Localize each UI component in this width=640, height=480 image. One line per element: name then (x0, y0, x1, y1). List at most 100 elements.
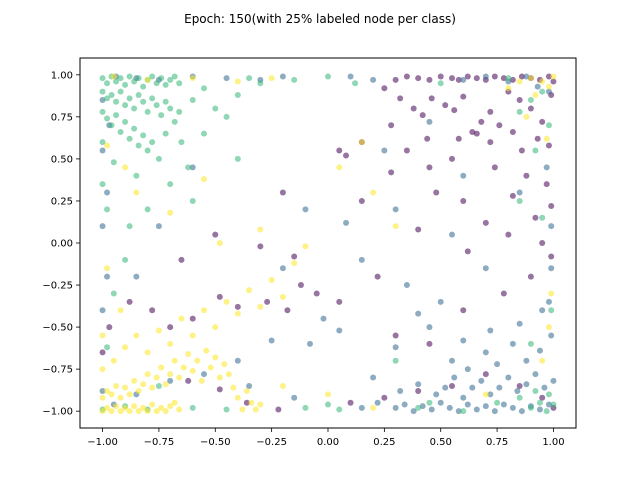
data-point-s2-94 (532, 147, 539, 154)
data-point-s2-69 (291, 76, 298, 83)
data-point-s0-21 (428, 95, 435, 102)
data-point-s0-4 (437, 73, 444, 80)
data-point-s1-87 (545, 298, 552, 305)
data-point-s0-53 (343, 152, 350, 159)
y-tick-label-2: −0.50 (42, 323, 73, 334)
data-point-s0-64 (374, 273, 381, 280)
data-point-s0-99 (358, 197, 365, 204)
data-point-s1-81 (523, 73, 530, 80)
data-point-s1-2 (410, 408, 417, 415)
data-point-s1-24 (469, 384, 476, 391)
data-point-s2-103 (392, 357, 399, 364)
data-point-s2-40 (117, 129, 124, 135)
data-point-s3-99 (539, 357, 546, 364)
data-point-s3-70 (291, 260, 298, 267)
data-point-s1-36 (482, 349, 489, 356)
data-point-s0-25 (469, 129, 476, 135)
data-point-s2-49 (162, 130, 169, 137)
data-point-s2-95 (539, 214, 546, 221)
data-point-s3-84 (144, 76, 151, 83)
data-point-s3-17 (176, 406, 183, 413)
data-point-s1-37 (494, 361, 501, 368)
data-point-s2-57 (201, 130, 207, 137)
data-point-s3-59 (167, 340, 174, 347)
data-point-s1-41 (548, 332, 555, 339)
data-point-s1-39 (523, 357, 530, 364)
data-point-s0-65 (336, 298, 343, 305)
data-point-s3-86 (234, 78, 241, 85)
data-point-s1-14 (518, 408, 525, 415)
data-point-s3-76 (201, 176, 207, 183)
data-point-s1-30 (523, 381, 530, 388)
y-tick-label-7: 0.75 (51, 112, 73, 123)
data-point-s2-74 (543, 408, 550, 415)
data-point-s2-63 (99, 181, 106, 188)
data-point-s1-42 (460, 337, 467, 344)
data-point-s2-66 (189, 197, 196, 204)
data-point-s3-100 (482, 391, 489, 398)
x-tick-label-3: −0.25 (256, 437, 287, 448)
data-point-s3-63 (212, 324, 219, 331)
data-point-s1-75 (279, 73, 286, 80)
data-point-s0-37 (455, 135, 462, 142)
data-point-s1-56 (234, 357, 241, 364)
data-point-s3-28 (144, 371, 151, 378)
data-point-s1-3 (419, 403, 426, 410)
data-point-s3-8 (135, 408, 142, 415)
data-point-s2-45 (140, 132, 147, 139)
data-point-s2-34 (171, 118, 178, 125)
data-point-s2-60 (133, 172, 140, 179)
data-point-s0-7 (464, 73, 471, 80)
data-point-s0-96 (460, 307, 467, 314)
data-point-s1-58 (167, 377, 174, 384)
data-point-s2-59 (167, 181, 174, 188)
data-point-s1-62 (99, 307, 106, 314)
data-point-s2-4 (117, 75, 124, 82)
data-point-s1-101 (189, 164, 196, 171)
data-point-s1-28 (505, 374, 512, 381)
data-point-s3-12 (153, 408, 160, 415)
data-point-s2-43 (131, 125, 138, 132)
data-point-s1-49 (370, 374, 377, 381)
data-point-s1-98 (460, 172, 467, 179)
data-point-s1-21 (442, 384, 449, 391)
data-point-s1-6 (446, 404, 453, 411)
data-point-s2-78 (545, 391, 552, 398)
data-point-s0-77 (99, 349, 106, 356)
data-point-s0-35 (388, 122, 395, 129)
data-point-s0-20 (419, 112, 426, 119)
data-point-s3-1 (104, 404, 111, 411)
data-point-s1-48 (392, 344, 399, 351)
data-point-s2-56 (246, 75, 253, 82)
data-point-s3-93 (532, 92, 539, 98)
data-point-s2-24 (126, 95, 133, 102)
data-point-s1-22 (451, 374, 458, 381)
data-point-s1-0 (392, 404, 399, 411)
data-point-s3-27 (140, 381, 147, 388)
data-point-s3-49 (239, 406, 246, 413)
data-point-s3-21 (113, 382, 120, 389)
data-point-s3-94 (550, 73, 557, 80)
data-point-s0-72 (189, 315, 196, 322)
data-point-s0-78 (185, 377, 192, 384)
x-tick-label-1: −0.75 (144, 437, 175, 448)
data-point-s2-5 (122, 81, 129, 88)
data-point-s0-94 (392, 332, 399, 339)
data-point-s1-93 (279, 265, 286, 272)
data-point-s1-84 (543, 164, 550, 171)
data-point-s3-107 (117, 307, 124, 314)
data-point-s1-29 (514, 388, 521, 394)
x-tick-label-4: 0.00 (317, 437, 339, 448)
data-point-s2-6 (126, 73, 133, 80)
data-point-s0-80 (243, 399, 250, 406)
data-point-s2-48 (155, 155, 162, 162)
data-point-s1-7 (455, 408, 462, 415)
data-point-s1-18 (397, 388, 404, 394)
data-point-s1-104 (246, 382, 253, 389)
data-point-s2-86 (189, 404, 196, 411)
y-axis: −1.00 −0.75 −0.50 −0.25 0.00 0.25 0.50 0.75 1.00 (42, 70, 80, 418)
data-point-s1-85 (548, 223, 555, 230)
data-point-s0-81 (275, 406, 282, 413)
data-point-s2-80 (460, 408, 467, 415)
